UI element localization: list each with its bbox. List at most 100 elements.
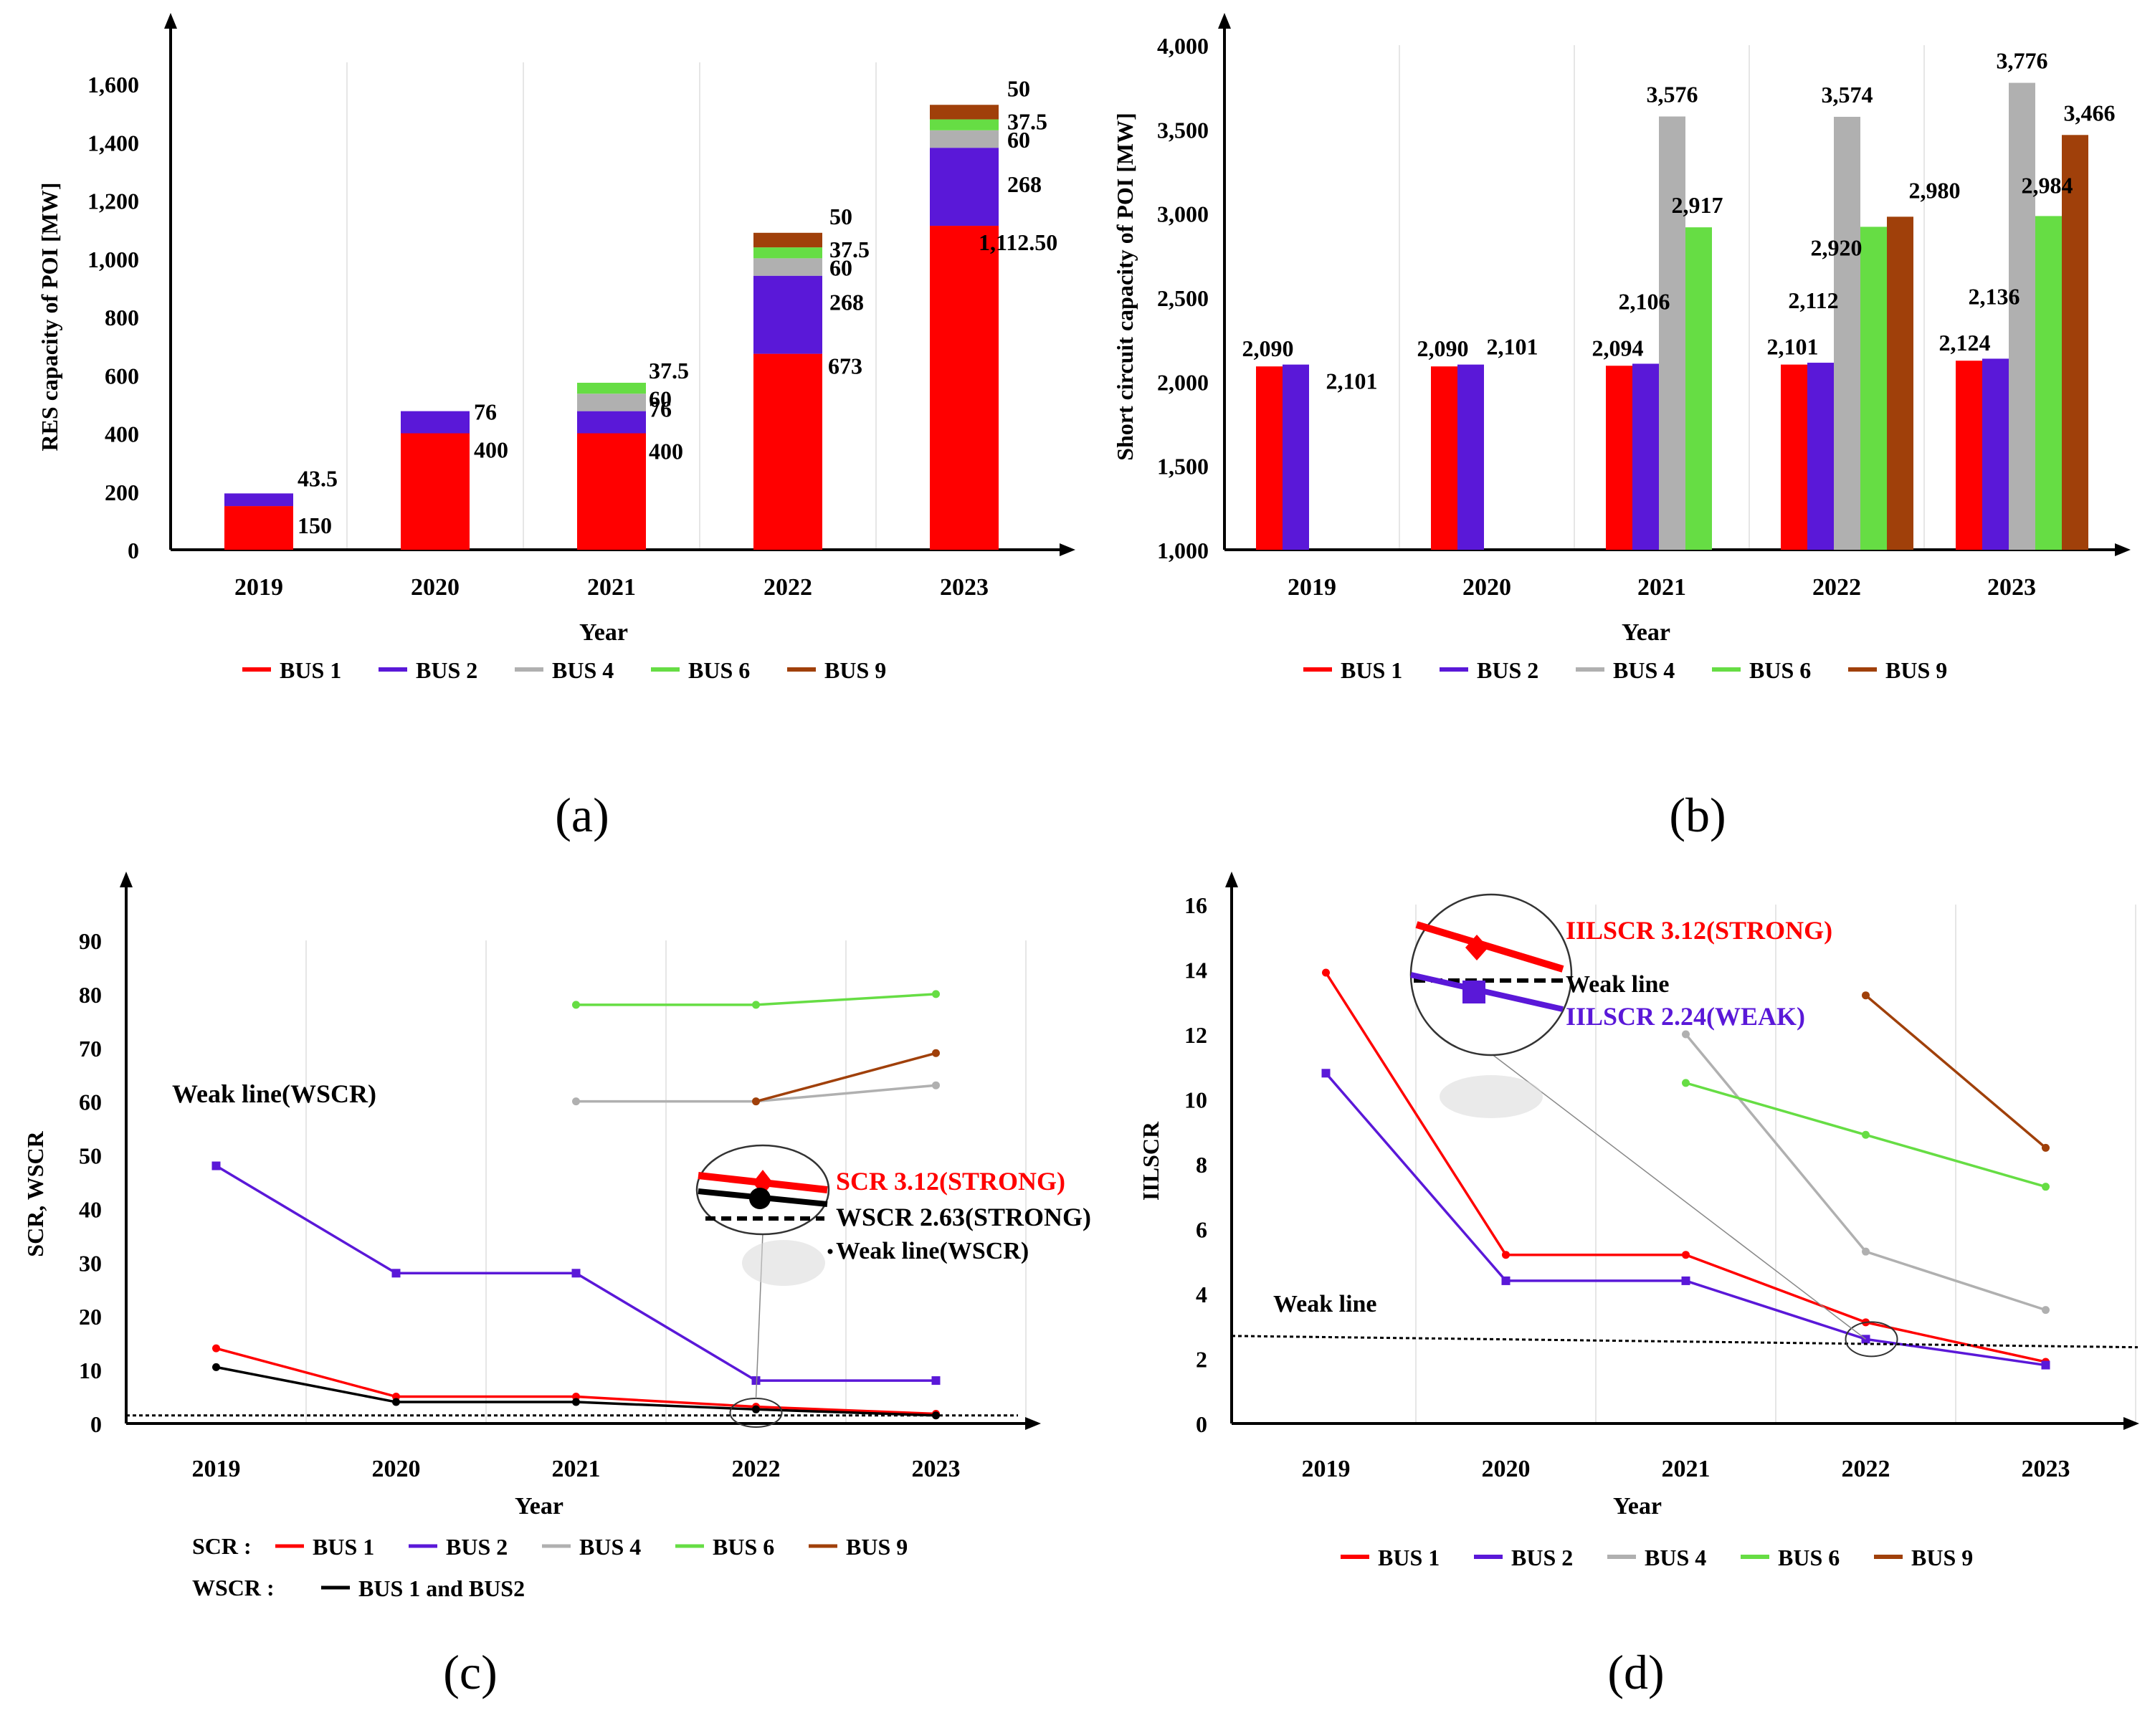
legend-label-b: BUS 1 [1341, 657, 1402, 683]
zoom-lens-d [1409, 893, 1573, 1057]
data-label-b: 2,980 [1909, 177, 1961, 203]
legend-label-wscr-c: BUS 1 and BUS2 [358, 1575, 525, 1601]
legend-label-a: BUS 1 [280, 657, 341, 683]
data-label-a: 50 [1007, 75, 1030, 101]
data-label-a: 76 [474, 399, 497, 425]
chart-b: 1,000 1,500 2,000 2,500 3,000 3,500 4,000 2019 2… [1112, 13, 2131, 683]
x-tick-label-c: 2023 [912, 1456, 961, 1482]
marker-c [752, 1405, 760, 1413]
bar-b-bus6 [1685, 227, 1712, 550]
data-label-b: 2,106 [1619, 288, 1670, 314]
marker-c [211, 1161, 221, 1170]
data-label-a: 37.5 [649, 358, 689, 383]
marker-d [1501, 1276, 1511, 1285]
marker-d [2042, 1306, 2050, 1315]
marker-d [1862, 1130, 1870, 1139]
data-label-a: 43.5 [298, 465, 338, 491]
x-axis-title-c: Year [515, 1493, 563, 1520]
marker-c [391, 1269, 401, 1278]
marker-d [1321, 1069, 1331, 1078]
marker-c [752, 1001, 760, 1009]
data-label-a: 37.5 [829, 237, 870, 262]
y-tick-label-a: 1,400 [87, 130, 139, 156]
bar-b-bus9 [2062, 135, 2088, 550]
y-tick-label-a: 200 [105, 480, 139, 505]
panel-label-b: (b) [1669, 788, 1726, 842]
x-axis-arrow-a [1060, 543, 1075, 556]
lens-shadow-c [742, 1240, 825, 1286]
panel-label-d: (d) [1607, 1645, 1664, 1699]
annotation-weak-line-c: Weak line(WSCR) [172, 1079, 376, 1108]
marker-c [392, 1398, 400, 1406]
marker-c [752, 1097, 760, 1106]
data-label-a: 150 [298, 512, 332, 538]
legend-label-a: BUS 2 [416, 657, 477, 683]
y-tick-label-d: 8 [1196, 1152, 1207, 1178]
bar-b-bus1 [1956, 361, 1982, 550]
bar-a-bus4 [930, 130, 999, 148]
x-axis-title-b: Year [1622, 619, 1670, 646]
x-tick-label-a: 2022 [763, 574, 812, 601]
x-tick-label-c: 2019 [192, 1456, 241, 1482]
bar-b-bus1 [1781, 364, 1807, 550]
legend-label-d: BUS 9 [1911, 1545, 1973, 1570]
x-axis-title-d: Year [1613, 1493, 1662, 1520]
x-tick-label-d: 2021 [1662, 1456, 1711, 1482]
marker-c [212, 1363, 220, 1371]
y-axis-arrow-b [1218, 13, 1231, 29]
y-tick-label-d: 14 [1184, 958, 1207, 983]
bar-b-bus2 [1283, 364, 1309, 550]
x-tick-label-b: 2019 [1288, 574, 1336, 601]
marker-c [932, 990, 940, 998]
y-tick-label-c: 20 [79, 1304, 102, 1330]
panel-label-a: (a) [555, 788, 609, 842]
annotation-weak-line-callout-d: Weak line [1566, 971, 1670, 998]
marker-c [572, 1001, 580, 1009]
data-label-b: 2,920 [1811, 234, 1863, 260]
y-tick-label-c: 90 [79, 928, 102, 954]
legend-label-c: BUS 2 [446, 1534, 508, 1560]
chart-d: 0 2 4 6 8 10 12 14 16 2019 2020 2021 2022 2023 Weak li… [1138, 872, 2139, 1570]
bar-a-bus1 [401, 433, 470, 550]
marker-c [571, 1269, 581, 1278]
lens-wscr-marker-c [749, 1188, 771, 1209]
panel-label-c: (c) [443, 1645, 497, 1699]
x-tick-label-b: 2022 [1812, 574, 1861, 601]
bar-a-bus2 [753, 275, 822, 354]
legend-wscr-title-c: WSCR : [192, 1575, 275, 1601]
data-label-b: 3,466 [2064, 100, 2116, 125]
x-tick-label-a: 2019 [234, 574, 283, 601]
lens-weak-marker-d [1462, 981, 1485, 1003]
highlight-ellipse-d [1845, 1321, 1898, 1358]
x-tick-label-d: 2022 [1842, 1456, 1890, 1482]
legend-label-d: BUS 1 [1378, 1545, 1440, 1570]
legend-label-b: BUS 6 [1749, 657, 1811, 683]
x-tick-label-a: 2021 [587, 574, 636, 601]
bar-a-bus6 [577, 383, 646, 394]
x-tick-label-b: 2023 [1987, 574, 2036, 601]
data-label-a: 268 [1007, 171, 1042, 197]
y-tick-label-d: 10 [1184, 1087, 1207, 1113]
bar-b-bus2 [1982, 358, 2009, 550]
data-label-a: 268 [829, 290, 864, 315]
data-label-b: 2,984 [2022, 172, 2073, 198]
bar-a-bus6 [930, 119, 999, 130]
data-label-b: 2,136 [1969, 283, 2020, 309]
bar-b-bus1 [1606, 366, 1632, 550]
y-tick-label-a: 0 [128, 538, 139, 563]
data-label-b: 2,124 [1939, 330, 1991, 356]
bar-b-bus4 [2009, 82, 2035, 550]
marker-d [1322, 968, 1330, 977]
legend-label-c: BUS 9 [846, 1534, 908, 1560]
y-tick-label-a: 400 [105, 421, 139, 447]
marker-d [1682, 1079, 1690, 1087]
y-tick-label-c: 60 [79, 1089, 102, 1115]
data-label-a: 60 [1007, 127, 1030, 153]
bar-b-bus9 [1887, 216, 1913, 550]
legend-label-d: BUS 4 [1645, 1545, 1706, 1570]
x-axis-arrow-c [1025, 1417, 1041, 1430]
data-label-b: 3,576 [1647, 81, 1698, 107]
x-tick-label-d: 2023 [2022, 1456, 2070, 1482]
marker-d [2041, 1360, 2050, 1370]
x-tick-label-a: 2023 [940, 574, 989, 601]
